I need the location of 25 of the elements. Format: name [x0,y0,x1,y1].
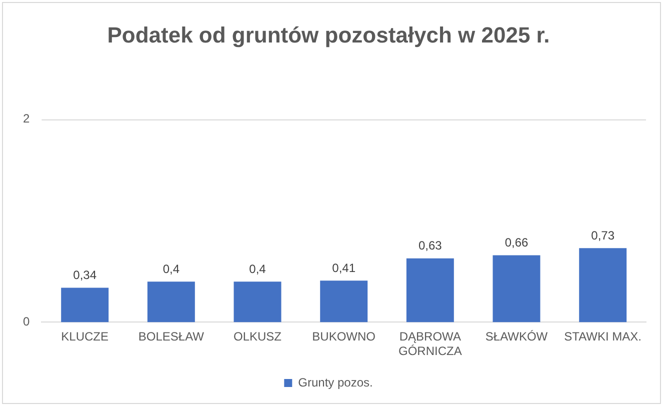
y-tick-label: 0 [22,314,30,329]
x-tick-label: SŁAWKÓW [485,330,548,344]
x-tick-label: STAWKI MAX. [564,330,642,344]
data-label: 0,4 [162,262,180,276]
data-label: 0,73 [591,228,615,242]
data-label: 0,34 [73,268,97,282]
x-tick-label: OLKUSZ [233,330,282,344]
data-label: 0,41 [332,260,356,275]
bar [147,282,195,322]
bar [234,282,282,322]
y-tick-label: 2 [22,112,30,126]
x-tick-label: BUKOWNO [312,330,376,344]
legend-label: Grunty pozos. [298,375,373,390]
data-label: 0,63 [418,238,442,253]
x-tick-label: KLUCZE [61,330,109,344]
x-tick-label: BOLESŁAW [138,330,205,344]
chart-title: Podatek od gruntów pozostałych w 2025 r. [107,22,550,48]
bar [492,255,540,322]
bar [320,280,368,322]
data-label: 0,66 [504,236,529,250]
x-tick-label: DĄBROWA GÓRNICZA [398,330,462,358]
bar [61,288,109,322]
bar [579,248,627,322]
data-label: 0,4 [249,262,266,276]
bar [406,258,454,322]
